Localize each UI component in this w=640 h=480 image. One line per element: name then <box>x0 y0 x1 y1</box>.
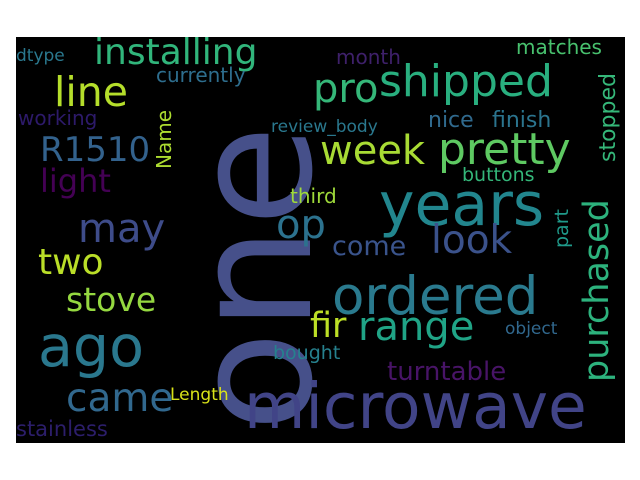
word-stopped: stopped <box>596 73 621 162</box>
word-nice: nice <box>428 108 474 133</box>
word-third: third <box>290 184 337 208</box>
word-installing: installing <box>94 37 258 73</box>
word-bought: bought <box>273 342 341 364</box>
word-ordered: ordered <box>332 266 539 327</box>
word-ago: ago <box>38 314 144 380</box>
word-currently: currently <box>156 63 246 87</box>
word-object: object <box>505 319 558 339</box>
word-working: working <box>18 106 98 130</box>
word-two: two <box>38 242 104 283</box>
word-fir: fir <box>310 306 347 346</box>
word-Length: Length <box>170 385 229 405</box>
word-dtype: dtype <box>16 46 65 66</box>
word-purchased: purchased <box>577 199 617 382</box>
word-range: range <box>358 304 475 350</box>
word-light: light <box>40 162 111 200</box>
word-pretty: pretty <box>438 124 571 175</box>
word-matches: matches <box>516 37 602 59</box>
word-Name: Name <box>152 109 176 169</box>
word-month: month <box>336 45 401 69</box>
word-microwave: microwave <box>244 370 587 443</box>
word-part: part <box>551 209 573 248</box>
word-came: came <box>66 376 174 421</box>
word-op: op <box>276 202 326 248</box>
word-buttons: buttons <box>462 164 535 186</box>
word-turntable: turntable <box>387 357 507 387</box>
word-line: line <box>54 68 128 116</box>
word-pro: pro <box>313 66 379 112</box>
word-week: week <box>320 128 426 174</box>
word-may: may <box>78 206 166 252</box>
word-review_body: review_body <box>271 117 378 137</box>
word-stainless: stainless <box>16 417 108 441</box>
word-come: come <box>332 231 407 262</box>
word-R1510: R1510 <box>40 130 151 170</box>
word-stove: stove <box>66 280 157 319</box>
word-cloud-canvas: one microwave years ordered ago shipped … <box>16 37 625 443</box>
word-years: years <box>379 170 545 240</box>
word-shipped: shipped <box>379 56 553 107</box>
word-look: look <box>431 218 513 263</box>
word-finish: finish <box>492 108 552 133</box>
